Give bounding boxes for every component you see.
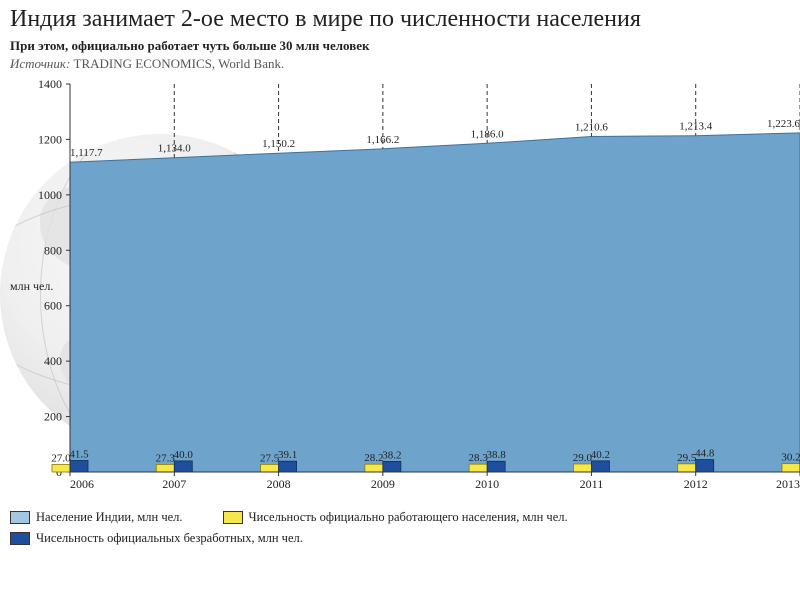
legend-label: Население Индии, млн чел.: [36, 510, 183, 525]
svg-text:38.8: 38.8: [487, 449, 507, 461]
legend-item-population: Население Индии, млн чел.: [10, 510, 183, 525]
chart-area: млн чел. 02004006008001000120014001,117.…: [10, 74, 790, 504]
svg-text:800: 800: [44, 243, 62, 257]
svg-text:2013: 2013: [776, 477, 800, 491]
svg-text:2012: 2012: [684, 477, 708, 491]
svg-text:1400: 1400: [38, 77, 62, 91]
legend-item-working: Чисельность официально работающего насел…: [223, 510, 568, 525]
svg-text:27.3: 27.3: [156, 452, 176, 464]
chart-source: Источник: TRADING ECONOMICS, World Bank.: [10, 56, 790, 72]
svg-text:1,186.0: 1,186.0: [471, 128, 505, 140]
svg-text:28.3: 28.3: [469, 452, 489, 464]
svg-text:41.5: 41.5: [69, 448, 89, 460]
svg-text:38.2: 38.2: [382, 449, 401, 461]
svg-text:1,134.0: 1,134.0: [158, 142, 192, 154]
svg-text:27.0: 27.0: [51, 452, 71, 464]
chart-title: Индия занимает 2-ое место в мире по числ…: [10, 6, 790, 34]
legend-swatch: [10, 511, 30, 524]
svg-text:44.8: 44.8: [695, 447, 715, 459]
svg-text:30.2: 30.2: [781, 451, 800, 463]
source-text: TRADING ECONOMICS, World Bank.: [70, 56, 284, 71]
svg-text:1,166.2: 1,166.2: [366, 133, 399, 145]
svg-text:1,223.6: 1,223.6: [767, 117, 800, 129]
svg-text:40.2: 40.2: [591, 448, 610, 460]
y-axis-label: млн чел.: [10, 279, 53, 294]
svg-text:1000: 1000: [38, 187, 62, 201]
svg-text:2007: 2007: [162, 477, 186, 491]
svg-text:29.0: 29.0: [573, 452, 593, 464]
source-prefix: Источник:: [10, 56, 70, 71]
svg-text:2006: 2006: [70, 477, 94, 491]
svg-text:2010: 2010: [475, 477, 499, 491]
svg-text:1,117.7: 1,117.7: [70, 147, 103, 159]
legend-swatch: [223, 511, 243, 524]
legend-label: Чисельность официальных безработных, млн…: [36, 531, 303, 546]
svg-text:39.1: 39.1: [278, 449, 297, 461]
svg-text:28.2: 28.2: [364, 452, 383, 464]
legend-label: Чисельность официально работающего насел…: [249, 510, 568, 525]
chart-container: Индия занимает 2-ое место в мире по числ…: [0, 0, 800, 600]
svg-text:29.5: 29.5: [677, 451, 697, 463]
legend: Население Индии, млн чел. Чисельность оф…: [10, 510, 790, 546]
chart-subtitle: При этом, официально работает чуть больш…: [10, 38, 790, 54]
svg-text:600: 600: [44, 298, 62, 312]
svg-text:2011: 2011: [580, 477, 604, 491]
legend-item-unemployed: Чисельность официальных безработных, млн…: [10, 531, 303, 546]
legend-swatch: [10, 532, 30, 545]
svg-text:1200: 1200: [38, 132, 62, 146]
svg-text:1,210.6: 1,210.6: [575, 121, 609, 133]
svg-text:2009: 2009: [371, 477, 395, 491]
svg-text:1,213.4: 1,213.4: [679, 120, 713, 132]
chart-svg: 02004006008001000120014001,117.71,134.01…: [10, 74, 800, 504]
svg-text:400: 400: [44, 354, 62, 368]
svg-text:27.5: 27.5: [260, 452, 280, 464]
svg-text:2008: 2008: [267, 477, 291, 491]
svg-text:40.0: 40.0: [174, 449, 194, 461]
svg-text:1,150.2: 1,150.2: [262, 138, 295, 150]
svg-text:200: 200: [44, 409, 62, 423]
